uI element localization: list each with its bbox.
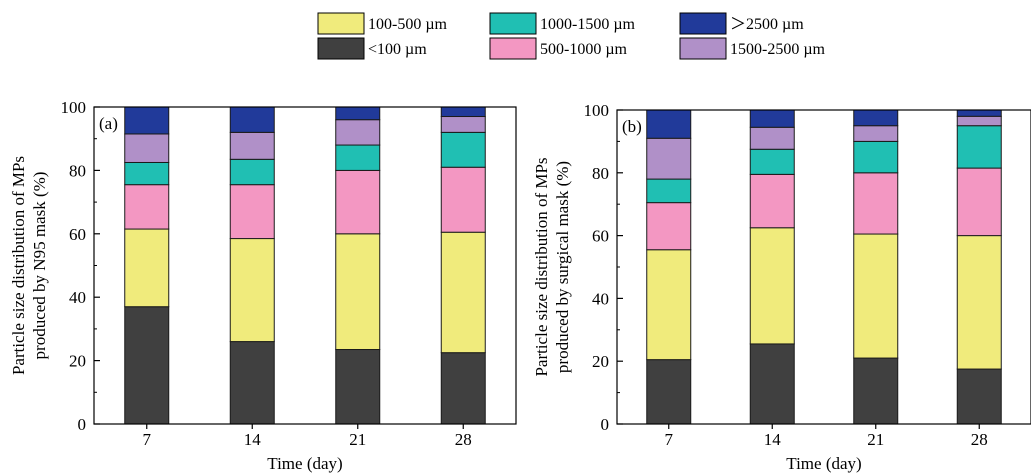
- bar-segment-100-500-m-day-14: [229, 238, 275, 343]
- y-axis-label-line: produced by N95 mask (%): [30, 172, 49, 360]
- x-axis-label: Time (day): [786, 454, 861, 473]
- bar-segment-100-500-m-day-21: [853, 233, 899, 359]
- bar-segment-500-1000-m-day-14: [229, 184, 275, 240]
- bar-segment-1500-2500-m-day-14: [749, 126, 795, 150]
- panel-label: (b): [622, 117, 642, 136]
- y-axis-label-line: Particle size distribution of MPs: [532, 157, 551, 376]
- bar-segment-1000-1500-m-day-28: [440, 131, 486, 168]
- bar-segment-2500-m-day-7: [124, 106, 170, 135]
- y-tick-label: 80: [592, 164, 609, 183]
- x-axis-label: Time (day): [267, 454, 342, 473]
- x-tick-label: 14: [244, 430, 262, 449]
- legend-swatch-1000-1500-m: [489, 12, 537, 35]
- bar-segment-2500-m-day-21: [335, 106, 381, 121]
- bar-segment-1000-1500-m-day-21: [853, 140, 899, 174]
- bar-segment-100-m-day-14: [749, 343, 795, 425]
- x-tick-label: 21: [867, 430, 884, 449]
- bar-segment-500-1000-m-day-7: [124, 184, 170, 230]
- y-axis-label-line: Particle size distribution of MPs: [9, 156, 28, 375]
- panel-b-surgical-mask: 0 20 40 60 80 100 7 14 21 28 (b) Time (day) Particle…: [532, 101, 1031, 473]
- x-tick-label: 7: [143, 430, 152, 449]
- bar-segment-2500-m-day-28: [956, 109, 1002, 117]
- x-tick-label: 28: [971, 430, 988, 449]
- bar-segment-500-1000-m-day-14: [749, 173, 795, 229]
- bar-segment-2500-m-day-14: [749, 109, 795, 128]
- legend: 100-500 µm 1000-1500 µm ＞2500 µm <100 µm 500…: [317, 12, 826, 60]
- bar-segment-1000-1500-m-day-21: [335, 144, 381, 171]
- legend-swatch-500-1000-m: [489, 37, 537, 60]
- bar-segment-1000-1500-m-day-28: [956, 125, 1002, 169]
- bar-segment-100-500-m-day-7: [646, 249, 692, 361]
- bar-segment-100-500-m-day-28: [440, 231, 486, 354]
- bar-segment-1000-1500-m-day-14: [749, 148, 795, 175]
- legend-label-500-1000-m: 500-1000 µm: [540, 41, 628, 58]
- y-axis-label: Particle size distribution of MPs produce…: [532, 157, 572, 376]
- bar-segment-100-m-day-14: [229, 341, 275, 425]
- bar-segment-100-m-day-7: [124, 306, 170, 425]
- x-tick-label: 21: [349, 430, 366, 449]
- legend-swatch-100-500-m: [317, 12, 365, 35]
- y-axis-label-line: produced by surgical mask (%): [553, 161, 572, 373]
- legend-swatch-2500-m: [679, 12, 727, 35]
- y-axis-label: Particle size distribution of MPs produce…: [9, 156, 49, 375]
- bar-segment-500-1000-m-day-28: [440, 166, 486, 233]
- bar-segment-500-1000-m-day-28: [956, 167, 1002, 237]
- y-tick-label: 40: [69, 288, 86, 307]
- y-tick-label: 60: [69, 225, 86, 244]
- bar-segment-100-m-day-21: [335, 349, 381, 425]
- bar-segment-2500-m-day-14: [229, 106, 275, 133]
- bar-segment-100-500-m-day-14: [749, 227, 795, 345]
- bar-segment-1000-1500-m-day-7: [124, 161, 170, 186]
- bar-segment-1500-2500-m-day-28: [440, 116, 486, 133]
- bar-segment-100-m-day-7: [646, 359, 692, 425]
- bar-segment-1500-2500-m-day-21: [335, 119, 381, 146]
- bar-segment-100-m-day-28: [956, 368, 1002, 425]
- y-tick-label: 20: [592, 352, 609, 371]
- y-tick-label: 80: [69, 161, 86, 180]
- legend-label-1500-2500-m: 1500-2500 µm: [730, 41, 826, 58]
- bar-segment-2500-m-day-28: [440, 106, 486, 118]
- legend-label-100-m: <100 µm: [368, 41, 427, 58]
- bar-segment-500-1000-m-day-7: [646, 202, 692, 251]
- bar-segment-500-1000-m-day-21: [853, 172, 899, 235]
- bar-segment-1500-2500-m-day-14: [229, 131, 275, 160]
- x-tick-label: 14: [764, 430, 782, 449]
- bar-segment-100-500-m-day-7: [124, 228, 170, 308]
- bar-segment-1500-2500-m-day-7: [646, 137, 692, 180]
- bar-segment-100-m-day-28: [440, 352, 486, 425]
- x-tick-label: 28: [455, 430, 472, 449]
- y-tick-label: 100: [584, 101, 610, 120]
- panel-a-n95-mask: 0 20 40 60 80 100 7 14 21 28 (a) Time (day) Particle…: [9, 98, 517, 473]
- bar-segment-1500-2500-m-day-21: [853, 125, 899, 142]
- legend-label-100-500-m: 100-500 µm: [368, 16, 448, 33]
- y-tick-label: 60: [592, 227, 609, 246]
- bar-segment-2500-m-day-7: [646, 109, 692, 139]
- bar-segment-1500-2500-m-day-28: [956, 115, 1002, 127]
- bar-segment-1500-2500-m-day-7: [124, 133, 170, 163]
- legend-swatch-1500-2500-m: [679, 37, 727, 60]
- x-tick-label: 7: [665, 430, 674, 449]
- bar-segment-1000-1500-m-day-14: [229, 158, 275, 186]
- y-tick-label: 40: [592, 289, 609, 308]
- bar-segment-100-500-m-day-28: [956, 235, 1002, 370]
- legend-swatch-100-m: [317, 37, 365, 60]
- legend-label-1000-1500-m: 1000-1500 µm: [540, 16, 636, 33]
- panel-label: (a): [99, 114, 118, 133]
- bar-segment-2500-m-day-21: [853, 109, 899, 127]
- y-tick-label: 0: [78, 415, 87, 434]
- bar-segment-1000-1500-m-day-7: [646, 178, 692, 204]
- bar-segment-100-500-m-day-21: [335, 233, 381, 351]
- bar-segment-100-m-day-21: [853, 357, 899, 425]
- legend-label-2500-m: ＞2500 µm: [730, 16, 804, 33]
- y-tick-label: 20: [69, 352, 86, 371]
- y-tick-label: 0: [601, 415, 610, 434]
- y-tick-label: 100: [61, 98, 87, 117]
- bar-segment-500-1000-m-day-21: [335, 169, 381, 235]
